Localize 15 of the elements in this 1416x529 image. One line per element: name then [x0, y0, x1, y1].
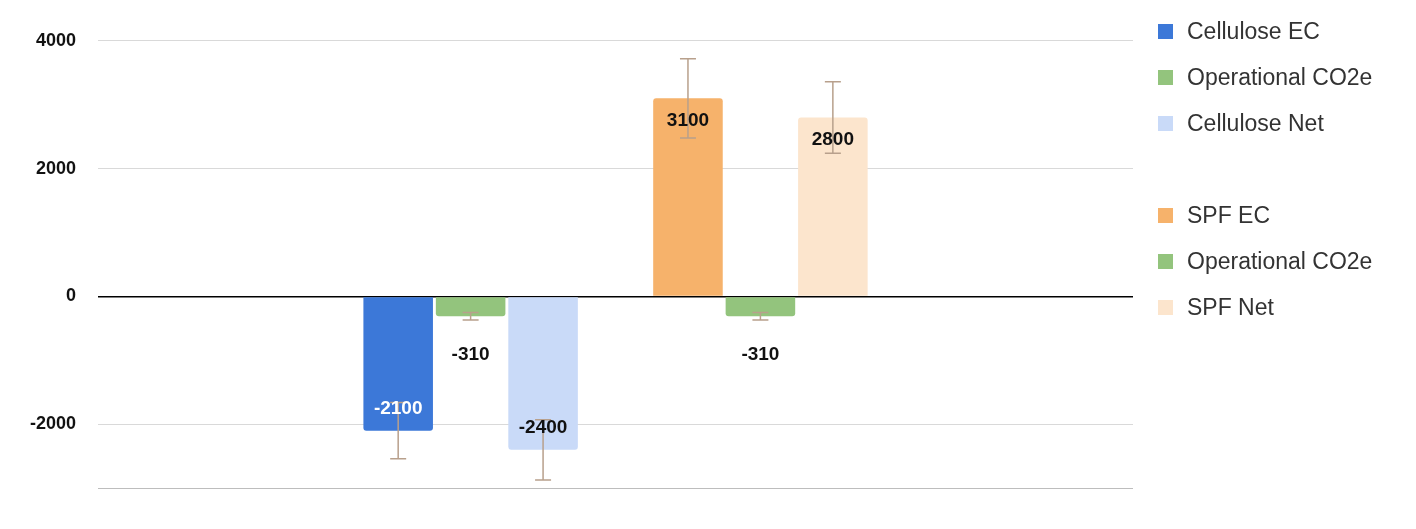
- legend-label: Operational CO2e: [1187, 247, 1373, 275]
- legend-label: Cellulose Net: [1187, 109, 1324, 137]
- legend-label: SPF EC: [1187, 201, 1271, 229]
- y-tick-label: -2000: [29, 413, 77, 434]
- data-label: -2400: [518, 416, 568, 438]
- legend-label: SPF Net: [1187, 293, 1274, 321]
- y-tick-label: 4000: [35, 29, 77, 50]
- data-label: -310: [741, 342, 780, 364]
- y-tick-label: 0: [66, 285, 77, 306]
- y-tick-label: 2000: [35, 157, 77, 178]
- data-label: -310: [451, 342, 490, 364]
- data-label: 3100: [666, 108, 710, 130]
- legend-label: Operational CO2e: [1187, 63, 1373, 91]
- data-label: 2800: [811, 127, 854, 149]
- legend-label: Cellulose EC: [1187, 17, 1320, 45]
